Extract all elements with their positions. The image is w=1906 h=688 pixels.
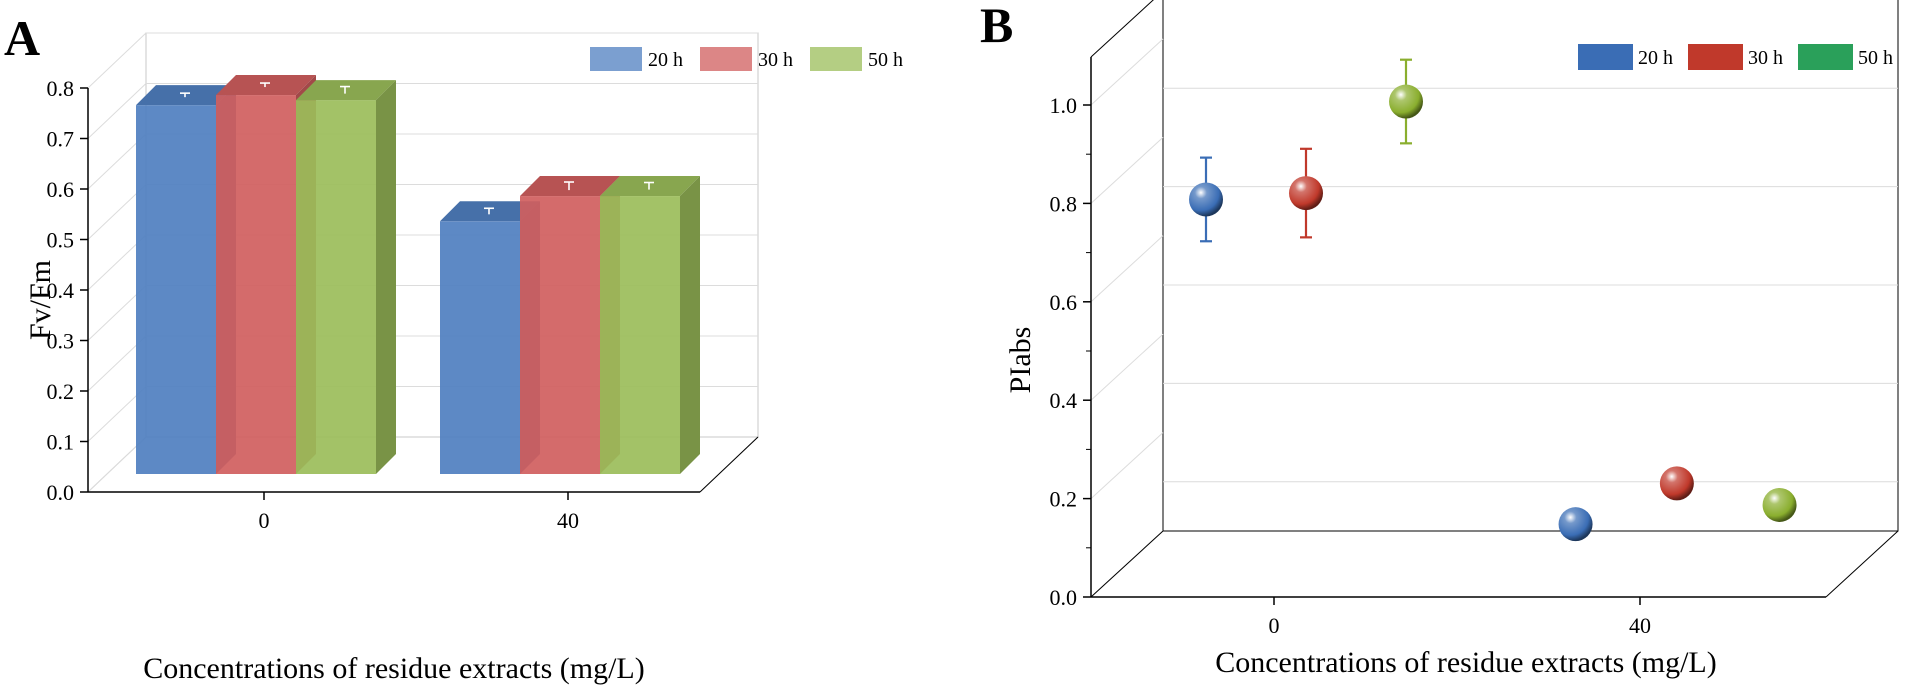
x-tick-label: 0 — [259, 508, 270, 533]
bar-side — [376, 80, 396, 474]
y-tick-label: 0.3 — [47, 329, 75, 354]
bar-front — [216, 95, 296, 475]
legend-swatch-20h — [1578, 44, 1633, 70]
y-axis-title: Fv/Fm — [24, 260, 57, 340]
point-50h-40 — [1762, 487, 1797, 522]
y-tick-label: 0.6 — [1050, 290, 1078, 315]
y-tick-label: 1.0 — [1050, 93, 1078, 118]
y-tick-label: 0.2 — [1050, 487, 1078, 512]
y-tick-label: 0.4 — [47, 278, 75, 303]
legend-swatch-30h — [1688, 44, 1743, 70]
point-20h-40 — [1558, 507, 1593, 542]
bar-top — [520, 176, 620, 197]
y-tick-label: 0.1 — [47, 430, 75, 455]
y-tick-label: 0.2 — [47, 379, 75, 404]
bar-top — [296, 80, 396, 101]
legend-label: 30 h — [758, 49, 793, 71]
sphere-marker — [1289, 176, 1323, 211]
x-axis-title: Concentrations of residue extracts (mg/L… — [1215, 646, 1717, 679]
side-gridline — [1090, 432, 1164, 499]
legend-swatch-20h — [590, 47, 642, 71]
y-tick-label: 0.4 — [1050, 388, 1078, 413]
sphere-marker — [1659, 466, 1694, 501]
side-gridline — [87, 83, 147, 139]
bar-front — [600, 196, 680, 475]
x-axis-title: Concentrations of residue extracts (mg/L… — [143, 652, 645, 685]
bar-front — [520, 196, 600, 475]
side-gridline — [1090, 38, 1164, 106]
legend-swatch-50h — [1798, 44, 1853, 70]
bar-front — [136, 105, 216, 475]
x-tick-label: 40 — [557, 508, 579, 533]
legend-label: 50 h — [868, 49, 903, 71]
y-tick-label: 0.0 — [47, 480, 75, 505]
legend-label: 30 h — [1748, 47, 1783, 69]
y-tick-label: 0.8 — [1050, 191, 1078, 216]
point-20h-0 — [1189, 156, 1223, 243]
floor-edge — [699, 436, 759, 493]
point-30h-40 — [1659, 466, 1694, 501]
bar-top — [216, 75, 316, 96]
floor-edge — [1825, 530, 1899, 598]
bar-top — [136, 85, 236, 106]
y-tick-label: 0.7 — [47, 127, 75, 152]
legend-label: 20 h — [1638, 47, 1673, 69]
y-tick-label: 0.0 — [1050, 585, 1078, 610]
bar-front — [296, 100, 376, 474]
back-wall — [1162, 0, 1899, 532]
bar-side — [680, 176, 700, 475]
y-tick-label: 0.5 — [47, 228, 75, 253]
y-tick-label: 0.6 — [47, 177, 75, 202]
chart-a: 0.0 0.1 0.2 0.3 0.4 0.5 0.6 0.7 0.8 0 40 20 h 30 h 50… — [24, 32, 903, 685]
chart-b: 0.0 0.2 0.4 0.6 0.8 1.0 0 40 20 h 30 h 50 h Concent… — [1004, 0, 1899, 679]
side-gridline — [87, 32, 147, 89]
panel-a-label: A — [4, 10, 40, 66]
side-gridline — [1090, 333, 1164, 401]
top-edge — [1090, 0, 1154, 58]
floor-side-line — [1090, 530, 1164, 598]
bar-top — [440, 201, 540, 222]
point-50h-0 — [1389, 58, 1423, 145]
x-tick-label: 40 — [1629, 613, 1651, 638]
sphere-marker — [1558, 507, 1593, 542]
bar-front — [440, 221, 520, 474]
legend-swatch-30h — [700, 47, 752, 71]
bar-50h-40 — [600, 176, 700, 475]
sphere-marker — [1189, 182, 1223, 217]
sphere-marker — [1389, 84, 1423, 119]
legend-label: 50 h — [1858, 47, 1893, 69]
panel-b-label: B — [980, 0, 1013, 53]
x-tick-label: 0 — [1269, 613, 1280, 638]
bar-top — [600, 176, 700, 197]
bar-50h-0 — [296, 80, 396, 474]
legend-label: 20 h — [648, 49, 683, 71]
side-gridline — [1090, 235, 1164, 303]
legend-swatch-50h — [810, 47, 862, 71]
side-gridline — [1090, 137, 1164, 204]
y-axis-title: PIabs — [1004, 327, 1037, 394]
sphere-marker — [1762, 487, 1797, 522]
y-tick-label: 0.8 — [47, 76, 75, 101]
point-30h-0 — [1289, 147, 1323, 239]
